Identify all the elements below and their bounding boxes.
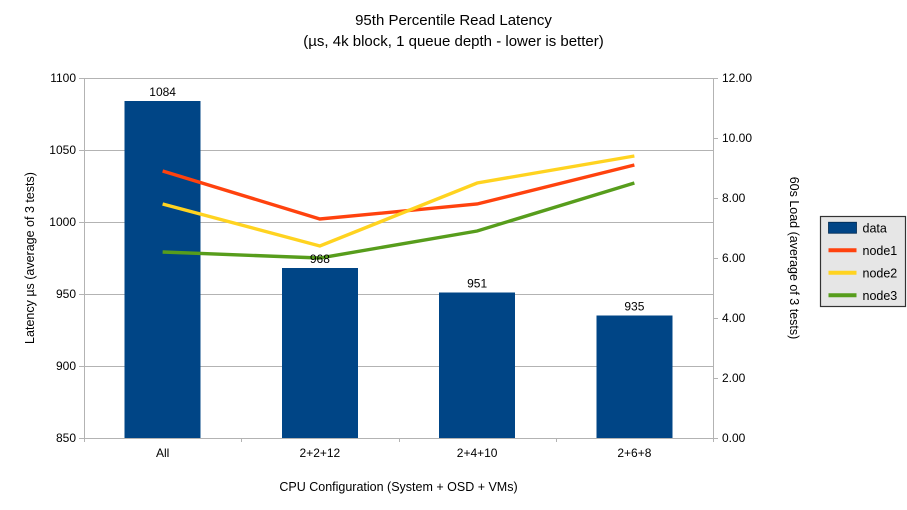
right-axis-tick-label: 6.00 [722, 251, 746, 265]
bar-value-label-2+4+10: 951 [467, 277, 487, 291]
legend-swatch-node2 [828, 270, 857, 275]
line-series-node1 [162, 163, 635, 221]
left-axis-tick-label: 850 [56, 431, 76, 445]
legend-swatch-node1 [828, 248, 857, 253]
right-axis-tick-label: 8.00 [722, 191, 746, 205]
bar-data-2+6+8 [596, 315, 673, 438]
bar-value-label-2+6+8: 935 [624, 300, 644, 314]
right-axis-tick-label: 2.00 [722, 371, 746, 385]
legend-label-data: data [863, 221, 887, 235]
legend-label-node2: node2 [863, 266, 898, 280]
chart-title: 95th Percentile Read Latency [355, 12, 552, 29]
left-axis-tick-label: 1000 [49, 215, 76, 229]
line-series-node2 [162, 154, 635, 248]
left-axis-tick-label: 1100 [50, 71, 76, 85]
x-axis-category-label: 2+6+8 [617, 446, 651, 460]
bar-value-label-All: 1084 [149, 85, 176, 99]
x-axis-category-label: 2+4+10 [457, 446, 498, 460]
x-axis-category-label: All [156, 446, 169, 460]
right-axis-tick-label: 10.00 [722, 131, 752, 145]
legend-swatch-node3 [828, 293, 857, 298]
bar-data-2+2+12 [281, 268, 358, 438]
x-axis-title: CPU Configuration (System + OSD + VMs) [279, 480, 518, 494]
chart-subtitle: (µs, 4k block, 1 queue depth - lower is … [303, 33, 604, 50]
right-axis-tick-label: 12.00 [722, 71, 752, 85]
legend-label-node3: node3 [863, 289, 898, 303]
right-axis-tick-label: 4.00 [722, 311, 746, 325]
chart-title-block: 95th Percentile Read Latency (µs, 4k blo… [0, 10, 907, 52]
legend-swatch-data [828, 221, 857, 234]
bar-data-All [124, 101, 201, 438]
left-axis-tick-label: 950 [56, 287, 76, 301]
legend-label-node1: node1 [863, 244, 898, 258]
x-axis-category-label: 2+2+12 [300, 446, 341, 460]
left-axis-tick-label: 1050 [49, 143, 76, 157]
bar-data-2+4+10 [439, 292, 516, 438]
bar-value-label-2+2+12: 968 [310, 252, 330, 266]
line-series-node3 [162, 181, 635, 260]
left-axis-tick-label: 900 [56, 359, 76, 373]
right-axis-tick-label: 0.00 [722, 431, 746, 445]
